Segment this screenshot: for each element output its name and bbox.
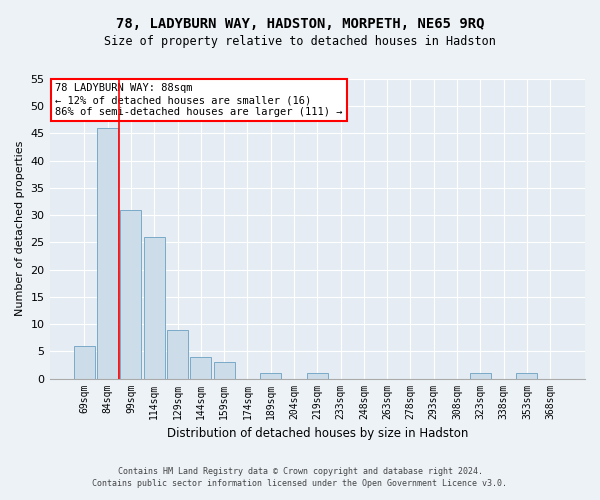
Bar bbox=[121, 210, 142, 378]
Bar bbox=[517, 373, 538, 378]
Bar bbox=[144, 237, 165, 378]
Bar bbox=[307, 373, 328, 378]
Bar bbox=[97, 128, 118, 378]
Y-axis label: Number of detached properties: Number of detached properties bbox=[15, 141, 25, 316]
Text: Contains public sector information licensed under the Open Government Licence v3: Contains public sector information licen… bbox=[92, 478, 508, 488]
Bar bbox=[260, 373, 281, 378]
Text: 78 LADYBURN WAY: 88sqm
← 12% of detached houses are smaller (16)
86% of semi-det: 78 LADYBURN WAY: 88sqm ← 12% of detached… bbox=[55, 84, 343, 116]
Text: Contains HM Land Registry data © Crown copyright and database right 2024.: Contains HM Land Registry data © Crown c… bbox=[118, 467, 482, 476]
X-axis label: Distribution of detached houses by size in Hadston: Distribution of detached houses by size … bbox=[167, 427, 468, 440]
Bar bbox=[167, 330, 188, 378]
Text: Size of property relative to detached houses in Hadston: Size of property relative to detached ho… bbox=[104, 35, 496, 48]
Bar bbox=[74, 346, 95, 378]
Bar bbox=[214, 362, 235, 378]
Bar bbox=[190, 357, 211, 378]
Bar bbox=[470, 373, 491, 378]
Text: 78, LADYBURN WAY, HADSTON, MORPETH, NE65 9RQ: 78, LADYBURN WAY, HADSTON, MORPETH, NE65… bbox=[116, 18, 484, 32]
